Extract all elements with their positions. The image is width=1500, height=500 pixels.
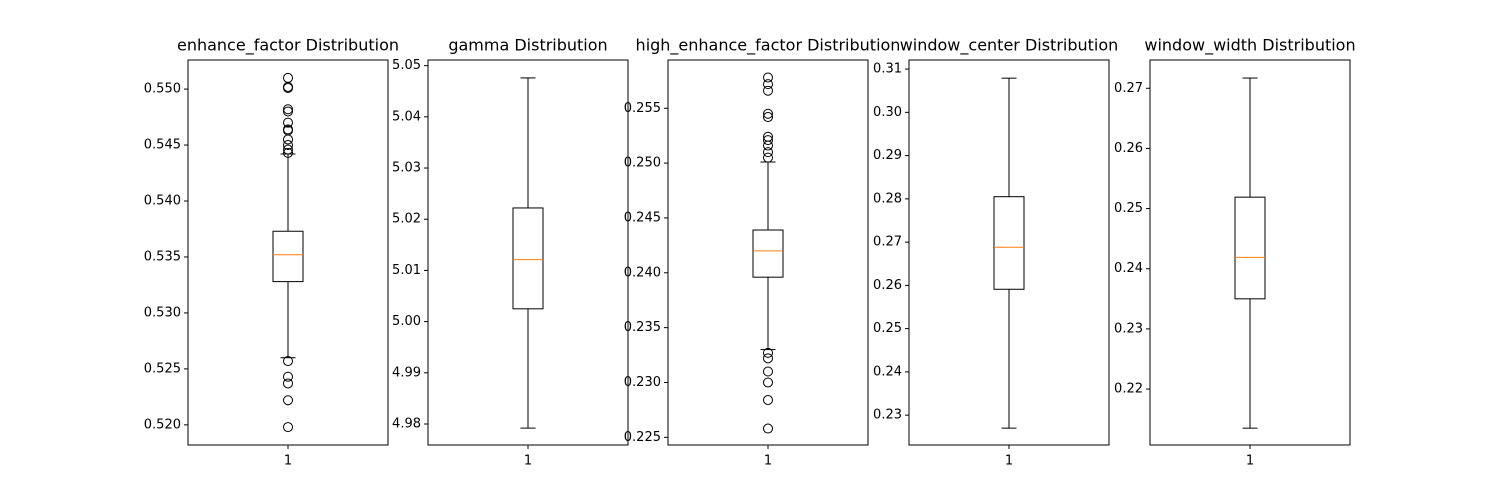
y-tick-label: 0.245 bbox=[624, 210, 661, 225]
outlier bbox=[763, 347, 773, 358]
y-tick-label: 0.250 bbox=[624, 156, 661, 171]
y-tick-label: 0.26 bbox=[1114, 141, 1143, 156]
y-tick-label: 0.530 bbox=[144, 305, 181, 320]
outlier bbox=[283, 378, 293, 389]
y-tick-label: 0.23 bbox=[873, 408, 902, 423]
outlier bbox=[283, 395, 293, 406]
outlier bbox=[283, 72, 293, 83]
outlier bbox=[763, 79, 773, 90]
y-tick-label: 0.525 bbox=[144, 361, 181, 376]
outlier bbox=[283, 140, 293, 151]
y-tick-label: 0.230 bbox=[624, 375, 661, 390]
outlier bbox=[763, 112, 773, 123]
axes-title: enhance_factor Distribution bbox=[177, 36, 399, 56]
y-tick-label: 4.99 bbox=[392, 365, 421, 380]
y-tick-label: 0.31 bbox=[873, 62, 902, 77]
outlier bbox=[283, 422, 293, 433]
outlier bbox=[763, 152, 773, 163]
y-tick-label: 0.235 bbox=[624, 320, 661, 335]
outlier bbox=[763, 140, 773, 151]
y-tick-label: 0.240 bbox=[624, 265, 661, 280]
axes-title: window_width Distribution bbox=[1144, 36, 1355, 56]
outlier bbox=[763, 366, 773, 377]
x-tick-label: 1 bbox=[1246, 454, 1254, 469]
y-tick-label: 5.00 bbox=[392, 314, 421, 329]
outlier bbox=[763, 423, 773, 434]
outlier bbox=[283, 104, 293, 115]
outlier bbox=[763, 147, 773, 158]
box bbox=[1234, 196, 1266, 300]
y-tick-label: 0.540 bbox=[144, 194, 181, 209]
axes-title: window_center Distribution bbox=[900, 36, 1119, 56]
y-tick-label: 0.545 bbox=[144, 138, 181, 153]
outlier bbox=[763, 395, 773, 406]
y-tick-label: 0.26 bbox=[873, 278, 902, 293]
y-tick-label: 5.02 bbox=[392, 212, 421, 227]
y-tick-label: 0.27 bbox=[1114, 81, 1143, 96]
y-tick-label: 0.24 bbox=[1114, 261, 1143, 276]
outlier bbox=[283, 134, 293, 145]
outlier bbox=[283, 82, 293, 93]
x-tick-label: 1 bbox=[284, 454, 292, 469]
x-tick-label: 1 bbox=[764, 454, 772, 469]
y-tick-label: 0.28 bbox=[873, 191, 902, 206]
outlier bbox=[283, 117, 293, 128]
outlier bbox=[763, 377, 773, 388]
y-tick-label: 0.535 bbox=[144, 249, 181, 264]
axes-title: gamma Distribution bbox=[448, 36, 607, 55]
y-tick-label: 0.550 bbox=[144, 82, 181, 97]
y-tick-label: 0.255 bbox=[624, 101, 661, 116]
outlier bbox=[283, 371, 293, 382]
outlier bbox=[283, 106, 293, 117]
outlier bbox=[763, 353, 773, 364]
y-tick-label: 5.04 bbox=[392, 109, 421, 124]
y-tick-label: 0.520 bbox=[144, 417, 181, 432]
y-tick-label: 0.25 bbox=[873, 321, 902, 336]
outlier bbox=[763, 72, 773, 83]
y-tick-label: 5.03 bbox=[392, 161, 421, 176]
outlier bbox=[763, 85, 773, 96]
y-tick-label: 0.25 bbox=[1114, 201, 1143, 216]
axes-title: high_enhance_factor Distribution bbox=[636, 36, 901, 56]
y-tick-label: 4.98 bbox=[392, 417, 421, 432]
y-tick-label: 0.27 bbox=[873, 235, 902, 250]
y-tick-label: 0.22 bbox=[1114, 382, 1143, 397]
outlier bbox=[283, 147, 293, 158]
outlier bbox=[763, 108, 773, 119]
x-tick-label: 1 bbox=[524, 454, 532, 469]
outlier bbox=[763, 135, 773, 146]
y-tick-label: 0.30 bbox=[873, 105, 902, 120]
x-tick-label: 1 bbox=[1005, 454, 1013, 469]
box bbox=[993, 196, 1025, 290]
outlier bbox=[283, 144, 293, 155]
y-tick-label: 0.29 bbox=[873, 148, 902, 163]
y-tick-label: 5.05 bbox=[392, 58, 421, 73]
y-tick-label: 5.01 bbox=[392, 263, 421, 278]
y-tick-label: 0.24 bbox=[873, 364, 902, 379]
box bbox=[752, 229, 784, 278]
box bbox=[272, 230, 304, 283]
y-tick-label: 0.225 bbox=[624, 430, 661, 445]
outlier bbox=[283, 356, 293, 367]
y-tick-label: 0.23 bbox=[1114, 321, 1143, 336]
box bbox=[512, 207, 544, 310]
